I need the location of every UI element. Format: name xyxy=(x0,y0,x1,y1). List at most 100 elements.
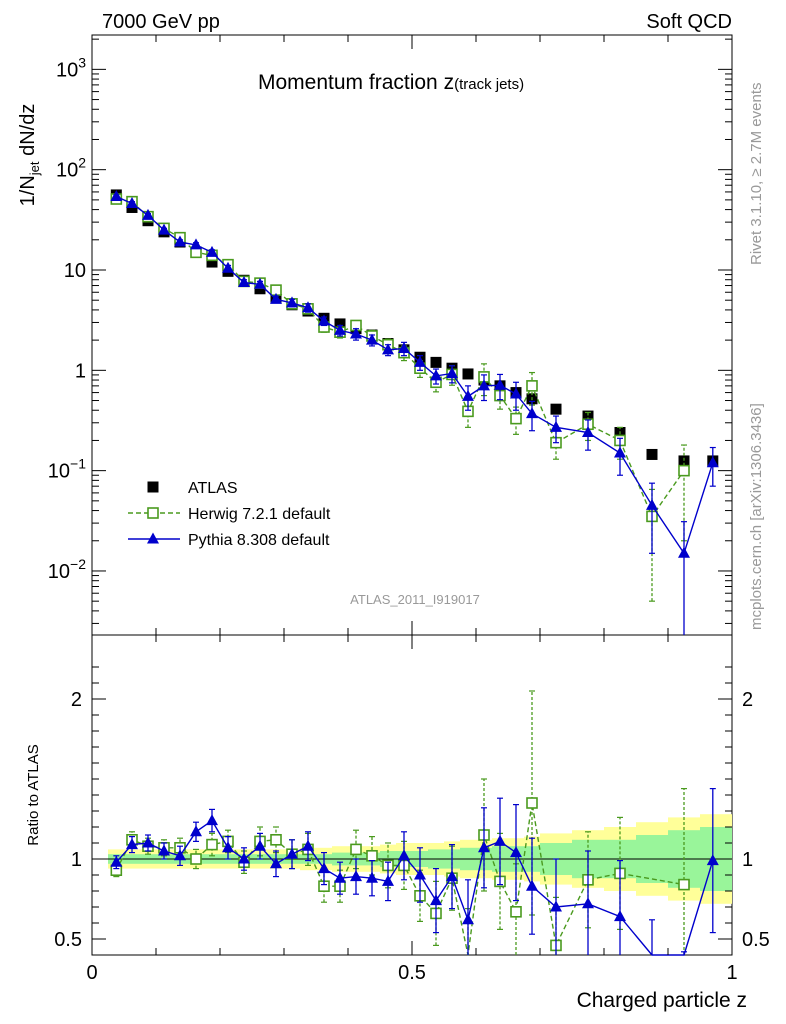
legend-marker-pythia xyxy=(147,532,159,544)
main-y-tick-label: 102 xyxy=(56,155,86,182)
ratio-pythia-point xyxy=(158,844,170,856)
ratio-pythia-point xyxy=(398,849,410,861)
main-pythia-point xyxy=(318,314,330,326)
main-pythia-point xyxy=(206,245,218,257)
main-pythia-point xyxy=(254,277,266,289)
ratio-pythia-point xyxy=(206,814,218,826)
ratio-pythia-point xyxy=(222,841,234,853)
main-y-tick-label: 103 xyxy=(56,54,86,81)
analysis-id: ATLAS_2011_I919017 xyxy=(350,592,480,607)
main-pythia-point xyxy=(270,292,282,304)
ratio-pythia-point xyxy=(302,839,314,851)
ratio-pythia-point xyxy=(478,841,490,853)
ratio-y-tick-label: 2 xyxy=(71,689,82,711)
legend-label-atlas: ATLAS xyxy=(188,480,238,497)
ratio-pythia-point xyxy=(190,825,202,837)
x-axis-label: Charged particle z xyxy=(577,989,747,1012)
main-atlas-point xyxy=(430,356,442,368)
main-pythia-point xyxy=(614,446,626,458)
header-right: Soft QCD xyxy=(646,11,732,33)
main-y-tick-label: 10 xyxy=(64,260,86,282)
ratio-x-tick-label: 0 xyxy=(86,962,97,984)
ratio-herwig-point xyxy=(270,833,282,846)
ratio-x-tick-label: 0.5 xyxy=(398,962,426,984)
main-pythia-point xyxy=(334,323,346,335)
main-pythia-point xyxy=(510,387,522,399)
main-pythia-point xyxy=(366,333,378,345)
side-label-mcplots: mcplots.cern.ch [arXiv:1306.3436] xyxy=(748,403,765,630)
ratio-x-tick-label: 1 xyxy=(726,962,737,984)
main-pythia-point xyxy=(158,223,170,235)
ratio-pythia-point xyxy=(550,900,562,912)
ratio-pythia-point xyxy=(142,836,154,848)
main-y-tick-label: 1 xyxy=(75,360,86,382)
ratio-pythia-point xyxy=(126,838,138,850)
ratio-pythia-point xyxy=(510,846,522,858)
main-atlas-point xyxy=(462,368,474,380)
main-pythia-point xyxy=(190,238,202,250)
legend-marker-atlas xyxy=(147,481,159,493)
ratio-pythia-point xyxy=(582,897,594,909)
side-label-rivet: Rivet 3.1.10, ≥ 2.7M events xyxy=(748,83,765,266)
ratio-pythia-point xyxy=(430,894,442,906)
main-pythia-point xyxy=(238,276,250,288)
main-atlas-point xyxy=(582,410,594,422)
main-pythia-point xyxy=(382,343,394,355)
main-pythia-point xyxy=(174,235,186,247)
main-pythia-line xyxy=(116,195,714,555)
main-herwig-point xyxy=(526,380,538,392)
ratio-pythia-point xyxy=(254,839,266,851)
ratio-pythia-point xyxy=(462,913,474,925)
main-pythia-point xyxy=(142,208,154,220)
ratio-herwig-point xyxy=(526,797,538,809)
ratio-pythia-point xyxy=(526,879,538,891)
main-pythia-point xyxy=(398,342,410,354)
ratio-y-axis-label: Ratio to ATLAS xyxy=(25,744,42,845)
ratio-pythia-point xyxy=(614,910,626,922)
main-pythia-point xyxy=(110,190,123,202)
ratio-herwig-point xyxy=(350,843,362,856)
main-title: Momentum fraction z(track jets) xyxy=(258,71,524,94)
main-pythia-point xyxy=(646,498,658,510)
main-atlas-point xyxy=(646,448,658,460)
ratio-pythia-point xyxy=(446,870,458,882)
ratio-pythia-point xyxy=(174,849,186,861)
ratio-pythia-point xyxy=(382,874,394,886)
main-pythia-point xyxy=(222,261,234,273)
main-pythia-point xyxy=(446,366,458,378)
ratio-herwig-point xyxy=(190,853,202,865)
ratio-y-tick-label-right: 0.5 xyxy=(742,929,770,951)
ratio-herwig-point xyxy=(366,849,378,862)
main-pythia-point xyxy=(678,546,690,558)
main-pythia-point xyxy=(286,296,298,308)
main-atlas-point xyxy=(550,403,562,415)
main-pythia-point xyxy=(350,327,362,339)
main-atlas-point xyxy=(206,256,218,268)
legend-label-herwig: Herwig 7.2.1 default xyxy=(188,506,331,523)
ratio-pythia-point xyxy=(350,870,362,882)
ratio-pythia-point xyxy=(110,855,123,867)
ratio-pythia-point xyxy=(706,854,719,866)
ratio-herwig-point xyxy=(510,905,522,918)
ratio-pythia-point xyxy=(334,871,346,883)
main-atlas-point xyxy=(678,455,690,467)
legend-marker-herwig xyxy=(147,507,159,519)
main-pythia-point xyxy=(494,378,506,390)
main-herwig-point xyxy=(678,464,690,477)
ratio-herwig-point xyxy=(206,838,218,851)
main-pythia-point xyxy=(126,197,138,209)
ratio-pythia-point xyxy=(286,847,298,859)
main-pythia-point xyxy=(582,426,594,438)
main-pythia-point xyxy=(302,301,314,313)
main-y-tick-label: 10−1 xyxy=(48,456,86,483)
main-pythia-point xyxy=(414,355,426,367)
ratio-pythia-point xyxy=(494,834,506,846)
ratio-herwig-point xyxy=(678,878,690,891)
ratio-y-tick-label-right: 1 xyxy=(742,849,753,871)
main-herwig-point xyxy=(510,412,522,425)
main-pythia-point xyxy=(462,389,474,401)
ratio-pythia-point xyxy=(238,852,250,864)
ratio-y-tick-label-right: 2 xyxy=(742,689,753,711)
ratio-y-tick-label: 1 xyxy=(71,849,82,871)
